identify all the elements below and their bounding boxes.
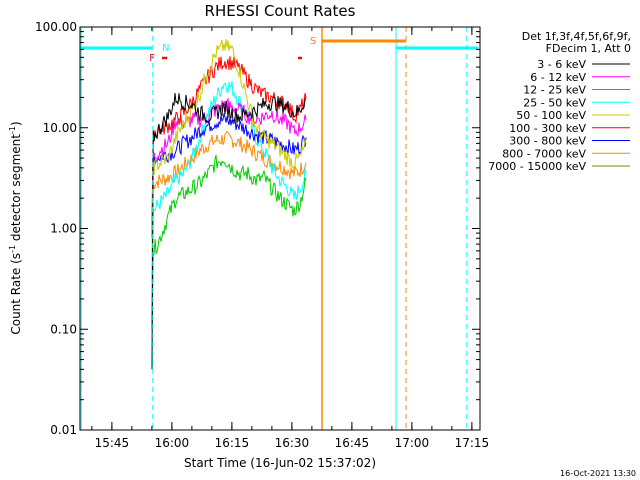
- flag-label-n: N: [162, 43, 169, 54]
- series-line-3: [151, 81, 307, 330]
- chart-title: RHESSI Count Rates: [205, 2, 356, 20]
- x-tick-label: 16:15: [215, 436, 250, 450]
- legend-header-line-2: FDecim 1, Att 0: [546, 42, 631, 55]
- series-line-1: [151, 97, 307, 330]
- legend-entry-label: 3 - 6 keV: [537, 58, 586, 71]
- y-axis-label-exp2: -1: [8, 126, 17, 134]
- flag-label-f: F: [149, 53, 155, 64]
- x-tick-label: 16:00: [155, 436, 190, 450]
- y-tick-label: 0.01: [50, 423, 77, 437]
- legend-entry-label: 12 - 25 keV: [523, 84, 586, 97]
- y-tick-label: 100.00: [35, 20, 77, 34]
- series-line-4: [151, 38, 307, 259]
- x-tick-label: 17:00: [395, 436, 430, 450]
- y-axis-label-tail: detector segment: [9, 134, 23, 245]
- footer-timestamp: 16-Oct-2021 13:30: [560, 469, 636, 478]
- x-tick-label: 17:15: [455, 436, 490, 450]
- legend-header-line-1: Det 1f,3f,4f,5f,6f,9f,: [522, 30, 631, 43]
- y-tick-label: 10.00: [43, 121, 77, 135]
- x-tick-label: 15:45: [95, 436, 130, 450]
- y-axis-label-exp: -1: [8, 245, 17, 253]
- y-axis-label: Count Rate (s-1 detector segment-1): [8, 121, 23, 334]
- plot-frame: [79, 26, 481, 431]
- series-line-6: [151, 113, 307, 239]
- legend-entry-label: 50 - 100 keV: [516, 109, 586, 122]
- flag-label-s: S: [310, 36, 316, 47]
- x-tick-label: 16:30: [275, 436, 310, 450]
- legend: Det 1f,3f,4f,5f,6f,9f, FDecim 1, Att 0 3…: [488, 30, 631, 173]
- plot-marks: NF S: [80, 27, 478, 430]
- legend-entry-label: 25 - 50 keV: [523, 96, 586, 109]
- x-axis: 15:45 16:00 16:15 16:30 16:45 17:00 17:15: [91, 27, 490, 450]
- y-axis: 100.00 10.00 1.00 0.10 0.01: [35, 20, 480, 437]
- y-tick-label: 0.10: [50, 322, 77, 336]
- y-axis-label-close: ): [9, 121, 23, 126]
- x-axis-label: Start Time (16-Jun-02 15:37:02): [184, 456, 376, 470]
- series-line-2: [151, 154, 307, 330]
- y-axis-label-main: Count Rate (s: [9, 253, 23, 335]
- y-tick-label: 1.00: [50, 222, 77, 236]
- x-tick-label: 16:45: [335, 436, 370, 450]
- legend-entry-label: 6 - 12 keV: [530, 71, 586, 84]
- series-line-0: [151, 93, 307, 370]
- legend-entry-label: 7000 - 15000 keV: [488, 160, 586, 173]
- legend-entry-label: 100 - 300 keV: [509, 122, 586, 135]
- series-line-7: [151, 130, 307, 282]
- legend-entry-label: 800 - 7000 keV: [502, 147, 586, 160]
- legend-entry-label: 300 - 800 keV: [509, 135, 586, 148]
